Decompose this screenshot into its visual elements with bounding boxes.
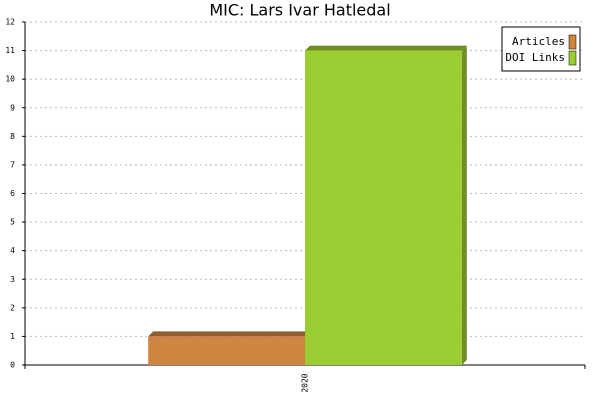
- x-tick-label: 2020: [301, 373, 310, 392]
- bar-top: [305, 45, 467, 51]
- y-tick-label: 5: [10, 218, 15, 227]
- legend-swatch: [568, 34, 577, 50]
- y-tick-label: 3: [10, 275, 15, 284]
- bar-side: [461, 45, 467, 365]
- y-tick-label: 12: [5, 18, 15, 27]
- y-tick-label: 7: [10, 160, 15, 169]
- y-tick-label: 2: [10, 303, 15, 312]
- y-tick-label: 10: [5, 75, 15, 84]
- y-tick-label: 8: [10, 132, 15, 141]
- legend-label: DOI Links: [505, 51, 565, 64]
- y-tick-label: 1: [10, 332, 15, 341]
- legend-label: Articles: [512, 35, 565, 48]
- chart-title: MIC: Lars Ivar Hatledal: [209, 1, 390, 20]
- bar-top: [148, 331, 310, 337]
- legend-box: [501, 26, 581, 72]
- legend-swatch: [568, 50, 577, 66]
- y-tick-label: 0: [10, 361, 15, 370]
- y-tick-label: 9: [10, 103, 15, 112]
- y-tick-label: 11: [5, 46, 15, 55]
- bar: [305, 50, 462, 365]
- y-tick-label: 4: [10, 246, 15, 255]
- bar: [148, 336, 305, 365]
- y-tick-label: 6: [10, 189, 15, 198]
